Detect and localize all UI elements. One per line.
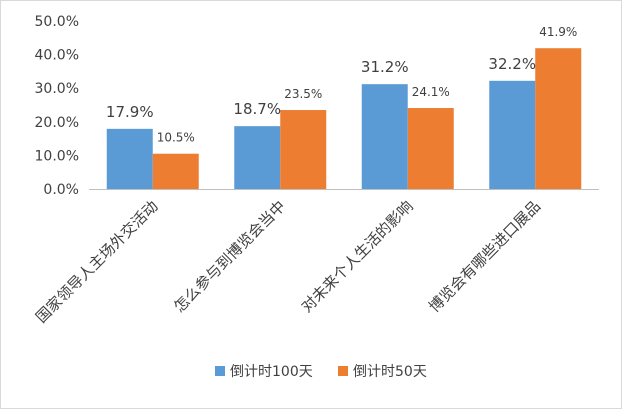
x-tick-label: 对未来个人生活的影响 <box>298 197 417 316</box>
data-label: 10.5% <box>157 131 195 145</box>
y-tick-label: 30.0% <box>35 81 79 97</box>
x-tick-label: 博览会有哪些进口展品 <box>425 197 544 316</box>
data-label: 18.7% <box>233 100 281 118</box>
legend-label: 倒计时100天 <box>230 364 313 380</box>
data-label: 23.5% <box>284 87 322 101</box>
bar-countdown-50 <box>407 108 454 189</box>
x-tick-label: 国家领导人主场外交活动 <box>32 197 161 326</box>
bar-countdown-100 <box>489 80 536 189</box>
y-tick-label: 0.0% <box>43 182 79 198</box>
data-label: 41.9% <box>539 25 577 39</box>
x-axis: 国家领导人主场外交活动 怎么参与到博览会当中 对未来个人生活的影响 博览会有哪些进口展… <box>32 189 599 327</box>
legend-swatch <box>215 366 225 376</box>
legend-swatch <box>338 366 348 376</box>
bar-countdown-50 <box>152 153 199 189</box>
y-tick-label: 40.0% <box>35 48 79 64</box>
bars <box>106 48 582 189</box>
data-label: 24.1% <box>412 85 450 99</box>
data-label: 31.2% <box>361 58 409 76</box>
data-label: 17.9% <box>106 103 154 121</box>
data-label: 32.2% <box>488 55 536 73</box>
bar-countdown-100 <box>361 84 408 189</box>
y-tick-label: 50.0% <box>35 14 79 30</box>
bar-countdown-50 <box>280 110 327 189</box>
data-labels: 17.9%10.5% 18.7%23.5% 31.2%24.1% 32.2% 41.9% <box>106 25 577 145</box>
bar-countdown-50 <box>535 48 582 189</box>
bar-countdown-100 <box>106 128 153 189</box>
x-tick-label: 怎么参与到博览会当中 <box>170 197 289 316</box>
y-tick-label: 20.0% <box>35 115 79 131</box>
y-axis: 0.0% 10.0% 20.0% 30.0% 40.0% 50.0% <box>35 14 79 198</box>
legend: 倒计时100天 倒计时50天 <box>215 364 427 380</box>
bar-countdown-100 <box>234 126 281 189</box>
y-tick-label: 10.0% <box>35 148 79 164</box>
legend-label: 倒计时50天 <box>353 364 427 380</box>
